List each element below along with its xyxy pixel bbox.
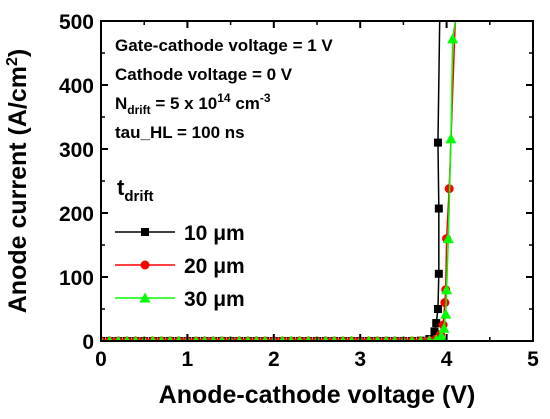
series-3-point <box>445 133 457 144</box>
y-tick-label: 0 <box>82 331 94 354</box>
series-3-point <box>106 335 113 341</box>
series-3-point <box>262 335 269 341</box>
series-3-point <box>374 335 381 341</box>
x-tick-label: 2 <box>268 348 280 371</box>
series-3-point <box>193 335 200 341</box>
legend-title: tdrift <box>117 175 154 205</box>
x-tick-label: 5 <box>527 348 539 371</box>
y-tick-label: 100 <box>59 267 94 290</box>
series-1-point <box>433 305 442 313</box>
series-3-point <box>253 335 260 341</box>
legend-label-3: 30 μm <box>184 288 245 311</box>
legend-label-1: 10 μm <box>184 222 245 245</box>
legend: tdrift 10 μm 20 μm 30 μm <box>115 175 245 311</box>
series-3-point <box>236 335 243 341</box>
annotation-gate-voltage: Gate-cathode voltage = 1 V <box>115 36 333 55</box>
series-3-point <box>158 335 165 341</box>
series-1-point <box>430 327 439 336</box>
series-3-point <box>365 335 372 341</box>
series-3-point <box>435 330 447 341</box>
series-2-point <box>440 298 450 308</box>
series-3-point <box>322 335 329 341</box>
x-tick-label: 0 <box>95 348 107 371</box>
x-tick-label: 4 <box>441 348 453 371</box>
x-tick-label: 3 <box>354 348 366 371</box>
legend-marker-1 <box>141 228 149 236</box>
series-1-point <box>434 204 443 213</box>
series-3-point <box>167 335 174 341</box>
series-3-point <box>417 335 424 341</box>
series-3-point <box>447 33 459 44</box>
series-3-point <box>288 335 295 341</box>
series-3-point <box>296 335 303 341</box>
x-axis-title: Anode-cathode voltage (V) <box>159 381 476 409</box>
legend-label-2: 20 μm <box>184 255 245 278</box>
series-3-point <box>115 335 122 341</box>
series-3-point <box>305 335 312 341</box>
legend-marker-2 <box>140 260 150 270</box>
series-3-point <box>331 335 338 341</box>
annotation-cathode-voltage: Cathode voltage = 0 V <box>115 65 293 84</box>
series-3-point <box>438 322 450 333</box>
y-axis-title: Anode current (A/cm2) <box>4 49 32 314</box>
series-3-point <box>391 335 398 341</box>
series-3-point <box>409 335 416 341</box>
y-tick-label: 300 <box>59 139 94 162</box>
annotation-block: Gate-cathode voltage = 1 V Cathode volta… <box>115 36 333 142</box>
series-3-point <box>279 335 286 341</box>
series-3-point <box>132 335 139 341</box>
series-3-point <box>383 335 390 341</box>
annotation-n-drift: Ndrift = 5 x 1014 cm-3 <box>115 91 271 117</box>
series-1-point <box>432 319 441 328</box>
series-3-point <box>339 335 346 341</box>
series-3-point <box>149 335 156 341</box>
series-3-point <box>440 308 452 319</box>
series-3-point <box>123 335 130 341</box>
ticks-layer: 0 1 2 3 4 5 0 100 200 300 400 500 <box>59 11 539 371</box>
series-3-point <box>175 335 182 341</box>
series-3-point <box>210 335 217 341</box>
series-1-point <box>433 138 442 147</box>
legend-marker-3 <box>139 292 151 303</box>
series-3-point <box>441 284 453 295</box>
y-tick-label: 200 <box>59 203 94 226</box>
series-3-point <box>426 335 433 341</box>
series-3-point <box>244 335 251 341</box>
series-1-point <box>434 269 443 278</box>
y-tick-label: 400 <box>59 75 94 98</box>
series-3-point <box>218 335 225 341</box>
x-tick-label: 1 <box>182 348 194 371</box>
series-layer <box>101 21 459 341</box>
y-tick-label: 500 <box>59 11 94 34</box>
annotation-tau-hl: tau_HL = 100 ns <box>115 123 245 142</box>
series-3-point <box>201 335 208 341</box>
series-3-point <box>442 233 454 244</box>
legend-items: 10 μm 20 μm 30 μm <box>115 222 245 311</box>
series-3-point <box>348 335 355 341</box>
